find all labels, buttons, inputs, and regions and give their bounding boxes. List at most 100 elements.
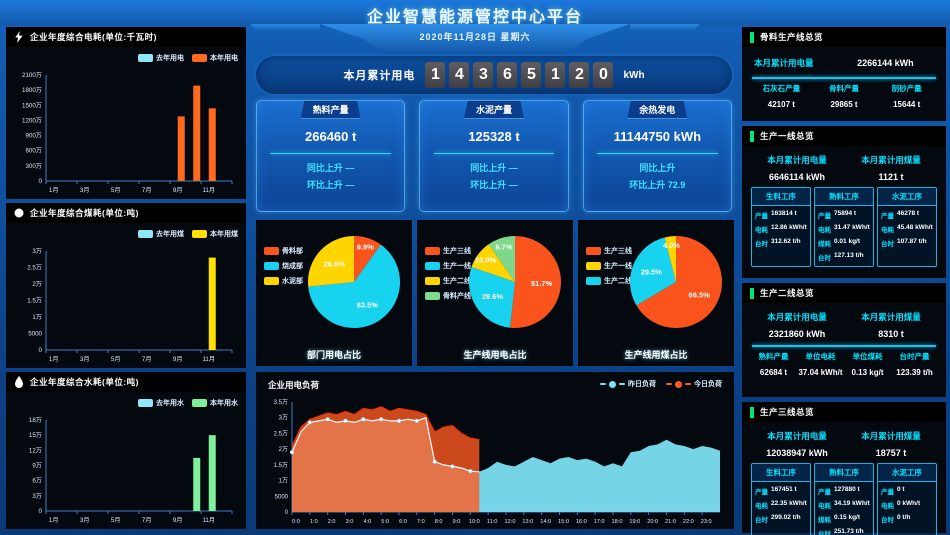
svg-text:22:0: 22:0 xyxy=(683,519,694,525)
annual-electricity-bar-chart[interactable]: 0 300万 600万 900万 1200万 1500万 1800万 2100万 1月 3月 5月 7… xyxy=(12,69,240,195)
monthly-total-stats: 本月累计用电量 2321860 kWh 本月累计用煤量 8310 t xyxy=(750,307,938,344)
svg-text:0: 0 xyxy=(285,510,289,516)
legend-item[interactable]: 骨料部 xyxy=(264,246,303,256)
card-value: 125328 t xyxy=(468,129,520,144)
process-label: 产量 xyxy=(818,213,831,220)
line-electricity-pie-chart[interactable]: 51.7% 28.6% 10.0% 9.7% xyxy=(463,230,567,334)
counter-digit: 6 xyxy=(497,62,518,88)
legend-item[interactable]: 本年用水 xyxy=(192,398,238,408)
svg-text:5月: 5月 xyxy=(111,356,121,363)
process-label: 台时 xyxy=(818,531,831,535)
svg-text:14:0: 14:0 xyxy=(540,519,551,525)
load-chart-title: 企业用电负荷 xyxy=(268,380,320,390)
process-row: 产量 167451 t xyxy=(752,482,810,496)
lightning-icon xyxy=(14,31,24,43)
svg-text:9.7%: 9.7% xyxy=(495,242,512,251)
svg-text:2.5万: 2.5万 xyxy=(27,265,42,272)
pie-legend[interactable]: 骨料部 烧成部 水泥部 xyxy=(264,246,303,286)
process-label: 电耗 xyxy=(755,503,768,510)
legend-label: 昨日负荷 xyxy=(628,381,656,388)
svg-text:3:0: 3:0 xyxy=(346,519,354,525)
counter-unit: kWh xyxy=(623,69,645,81)
circle-icon xyxy=(14,207,24,219)
svg-text:0:0: 0:0 xyxy=(292,519,300,525)
legend-item[interactable]: 生产一线 xyxy=(425,261,471,271)
legend-annual-electricity[interactable]: 去年用电 本年用电 xyxy=(138,53,238,63)
pie-legend[interactable]: 生产三线生产一线生产二线骨料产线 xyxy=(425,246,471,301)
panel-header: 生产一线总览 xyxy=(742,126,946,146)
process-row: 产量 163814 t xyxy=(752,206,810,220)
pie-legend[interactable]: 生产三线生产一线生产二线 xyxy=(586,246,632,286)
panel-header: 企业年度综合水耗(单位:吨) xyxy=(6,372,246,392)
annual-coal-bar-chart[interactable]: 0 5000 1万 1.5万 2万 2.5万 3万 1月 3月 5月 7月 9月 11月 xyxy=(12,245,240,364)
svg-text:7:0: 7:0 xyxy=(417,519,425,525)
svg-text:17:0: 17:0 xyxy=(594,519,605,525)
stat-value: 18757 t xyxy=(875,448,907,458)
legend-item[interactable]: 烧成部 xyxy=(264,261,303,271)
process-row: 电耗 45.48 kWh/t xyxy=(878,220,936,234)
green-tick-icon xyxy=(750,130,754,142)
svg-text:12:0: 12:0 xyxy=(505,519,516,525)
legend-item[interactable]: 水泥部 xyxy=(264,276,303,286)
legend-item[interactable]: 去年用煤 xyxy=(138,229,184,239)
svg-text:0: 0 xyxy=(39,178,43,185)
legend-item[interactable]: 本年用电 xyxy=(192,53,238,63)
legend-item[interactable]: 本年用煤 xyxy=(192,229,238,239)
legend-swatch xyxy=(192,54,207,62)
panel-body: 本月累计用电量 2266144 kWh 石灰石产量 42107 t 骨料产量 29865 … xyxy=(742,47,946,113)
legend-item[interactable]: 昨日负荷 xyxy=(600,379,656,389)
counter-digit: 1 xyxy=(545,62,566,88)
dept-electricity-pie-chart[interactable]: 9.9% 63.5% 26.6% xyxy=(302,230,406,334)
banner-wing-right xyxy=(630,24,700,31)
legend-label: 去年用水 xyxy=(156,400,184,407)
svg-text:15:0: 15:0 xyxy=(558,519,569,525)
svg-text:16:0: 16:0 xyxy=(576,519,587,525)
legend-label: 水泥部 xyxy=(282,278,303,285)
legend-item[interactable]: 生产二线 xyxy=(425,276,471,286)
legend-item[interactable]: 今日负荷 xyxy=(666,379,722,389)
legend-annual-coal[interactable]: 去年用煤 本年用煤 xyxy=(138,229,238,239)
line-coal-pie-chart[interactable]: 66.5% 29.5% 4.0% xyxy=(624,230,728,334)
monthly-total-stats: 本月累计用电量 6646114 kWh 本月累计用煤量 1121 t xyxy=(750,150,938,187)
legend-item[interactable]: 去年用水 xyxy=(138,398,184,408)
legend-label: 烧成部 xyxy=(282,263,303,270)
green-tick-icon xyxy=(750,31,754,43)
legend-label: 生产三线 xyxy=(443,248,471,255)
legend-item[interactable]: 生产二线 xyxy=(586,276,632,286)
process-boxes: 生料工序 产量 163814 t 电耗 12.86 kWh/t 台时 312.62 t/h 熟… xyxy=(750,187,938,267)
card-value: 11144750 kWh xyxy=(613,129,702,144)
panel-line-coal-share: 生产三线生产一线生产二线 66.5% 29.5% 4.0% 生产线用煤占比 xyxy=(578,220,734,366)
svg-text:5:0: 5:0 xyxy=(381,519,389,525)
legend-label: 骨料部 xyxy=(282,248,303,255)
legend-item[interactable]: 生产三线 xyxy=(425,246,471,256)
legend-item[interactable]: 骨料产线 xyxy=(425,291,471,301)
stat-label: 单位煤耗 xyxy=(852,352,883,361)
process-label: 电耗 xyxy=(755,227,768,234)
legend-annual-water[interactable]: 去年用水 本年用水 xyxy=(138,398,238,408)
stat: 本月累计用电量 6646114 kWh xyxy=(750,154,844,182)
svg-text:1500万: 1500万 xyxy=(22,102,42,109)
legend-item[interactable]: 生产三线 xyxy=(586,246,632,256)
panel-line3-overview: 生产三线总览 本月累计用电量 12038947 kWh 本月累计用煤量 18757 t… xyxy=(742,402,946,535)
panel-annual-water: 企业年度综合水耗(单位:吨) 去年用水 本年用水 0 3万 6万 9万 12万 15万 18万… xyxy=(6,372,246,529)
monthly-total-row: 本月累计用电量 2266144 kWh xyxy=(750,51,938,76)
panel-load-curve: 企业用电负荷 昨日负荷 今日负荷 0 5000 1万 1.5万 2万 2.5万 3万 3.5万 0… xyxy=(256,372,734,529)
legend-label: 生产一线 xyxy=(604,263,632,270)
legend-label: 本年用水 xyxy=(210,400,238,407)
legend-line xyxy=(619,383,625,385)
legend-item[interactable]: 去年用电 xyxy=(138,53,184,63)
annual-water-bar-chart[interactable]: 0 3万 6万 9万 12万 15万 18万 1月 3月 5月 7月 9月 11月 xyxy=(12,414,240,525)
svg-text:10.0%: 10.0% xyxy=(475,255,497,264)
process-value: 0 t xyxy=(897,486,905,493)
card-yoy: 同比上升 — xyxy=(306,163,355,173)
panel-header: 企业年度综合煤耗(单位:吨) xyxy=(6,203,246,223)
load-area-chart[interactable]: 0 5000 1万 1.5万 2万 2.5万 3万 3.5万 0:0 1:0 2:0 3:0 4:0 5:… xyxy=(260,394,730,526)
svg-text:2:0: 2:0 xyxy=(328,519,336,525)
load-chart-legend[interactable]: 昨日负荷 今日负荷 xyxy=(600,379,722,389)
process-label: 产量 xyxy=(881,213,894,220)
pie-caption: 生产线用煤占比 xyxy=(624,350,688,360)
stat-label: 骨料产量 xyxy=(829,84,859,93)
legend-item[interactable]: 生产一线 xyxy=(586,261,632,271)
svg-text:13:0: 13:0 xyxy=(522,519,533,525)
panel-title: 企业年度综合煤耗(单位:吨) xyxy=(30,208,139,218)
